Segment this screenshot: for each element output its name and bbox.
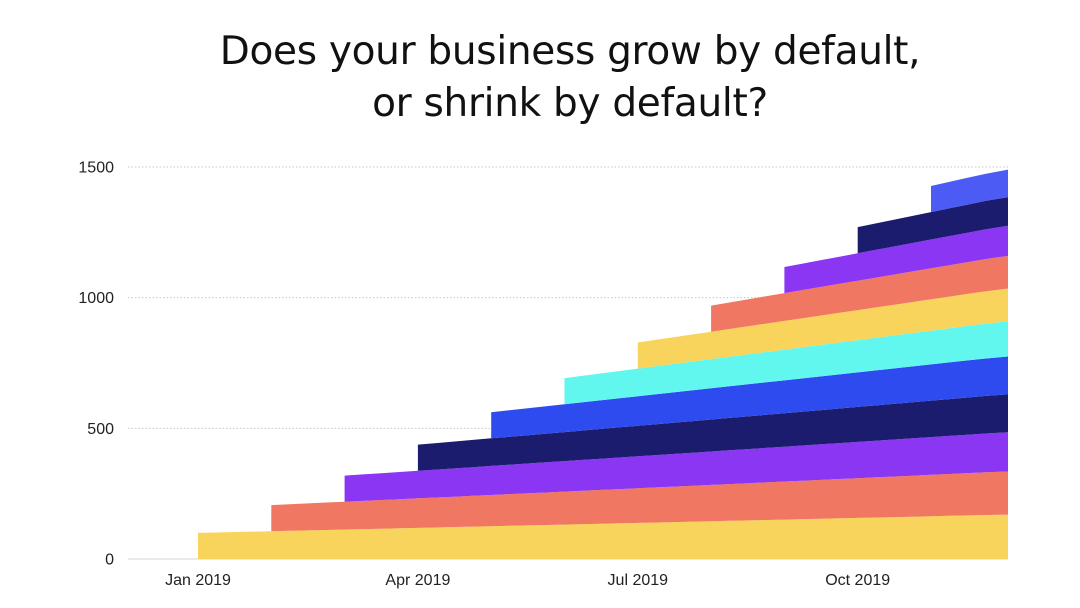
axis-layer: 0 500 1000 1500 Jan 2019 Apr 2019 Jul 2019 Oct …: [78, 160, 890, 590]
series-area-2: [271, 471, 1008, 532]
y-tick-label: 0: [105, 552, 114, 569]
chart-title-line-2: or shrink by default?: [372, 81, 768, 126]
chart-title: Does your business grow by default, or s…: [0, 26, 1080, 130]
series-area-10: [857, 197, 1008, 254]
series-area-11: [931, 169, 1008, 213]
y-tick-label: 500: [87, 421, 114, 438]
x-tick-label: Jul 2019: [608, 572, 669, 589]
x-tick-label: Jan 2019: [165, 572, 231, 589]
series-area-6: [564, 321, 1008, 405]
series-area-3: [344, 432, 1009, 502]
series-area-5: [491, 356, 1008, 439]
series-area-1: [198, 514, 1008, 559]
y-tick-label: 1500: [78, 160, 114, 177]
x-tick-label: Oct 2019: [825, 572, 890, 589]
series-layer: [198, 169, 1009, 559]
chart-title-line-1: Does your business grow by default,: [219, 29, 921, 74]
x-tick-label: Apr 2019: [385, 572, 450, 589]
series-area-8: [711, 255, 1008, 332]
series-area-7: [637, 288, 1008, 369]
series-area-4: [417, 394, 1008, 471]
y-tick-label: 1000: [78, 290, 114, 307]
series-area-9: [784, 225, 1008, 294]
